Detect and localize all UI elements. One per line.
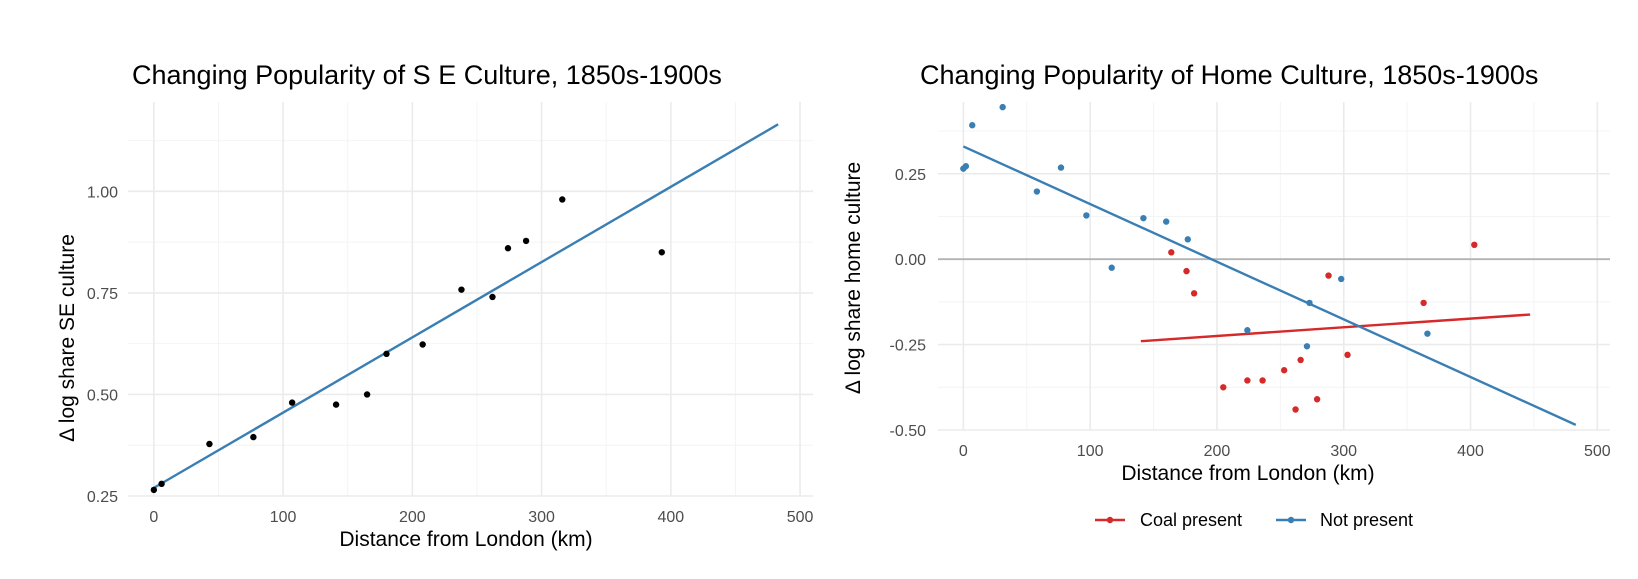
data-point-series (489, 293, 496, 301)
chart2-x-axis-label: Distance from London (km) (1121, 462, 1374, 485)
chart2-y-axis-label: Δ log share home culture (842, 162, 865, 394)
data-point-not-present (969, 122, 976, 129)
data-point-coal-present (1183, 267, 1190, 275)
y-tick-label: 0.75 (87, 286, 118, 303)
fit-line-not-present (962, 145, 1577, 426)
chart1-fit-lines (153, 123, 779, 489)
data-point-not-present (1163, 218, 1170, 225)
data-point-coal-present (1420, 299, 1427, 307)
chart2-points (960, 103, 1478, 413)
chart1-grid (128, 102, 813, 497)
data-point-not-present (1083, 212, 1090, 219)
data-point-not-present (1244, 327, 1251, 334)
x-tick-label: 400 (1457, 443, 1484, 460)
data-point-series (158, 480, 165, 488)
chart1-tick-labels: 0 100 200 300 400 500 0.25 0.50 0.75 1.00 (87, 184, 814, 526)
legend-dot-coal-present (1106, 516, 1114, 524)
data-point-series (206, 440, 213, 448)
data-point-series (522, 237, 530, 245)
data-point-series (250, 433, 257, 441)
legend-dot-not-present (1287, 516, 1295, 524)
data-point-not-present (1338, 275, 1345, 283)
chart1-y-axis-label: Δ log share SE culture (56, 234, 79, 442)
fit-line-series (153, 123, 779, 489)
data-point-coal-present (1244, 377, 1251, 384)
y-tick-label: 1.00 (87, 184, 118, 201)
chart-home-culture: Changing Popularity of Home Culture, 185… (842, 60, 1611, 530)
data-point-not-present (1424, 330, 1431, 337)
legend-item-not-present: Not present (1276, 510, 1413, 530)
data-point-coal-present (1259, 377, 1266, 384)
data-point-not-present (1140, 214, 1147, 222)
chart1-x-axis-label: Distance from London (km) (339, 528, 592, 551)
data-point-coal-present (1471, 241, 1478, 249)
data-point-not-present (999, 103, 1006, 111)
chart1-points (150, 196, 665, 494)
x-tick-label: 200 (1204, 443, 1231, 460)
chart2-title: Changing Popularity of Home Culture, 185… (920, 60, 1538, 90)
y-tick-label: -0.25 (890, 338, 927, 355)
x-tick-label: 500 (787, 509, 814, 526)
x-tick-label: 0 (149, 509, 158, 526)
data-point-series (288, 399, 296, 406)
chart2-grid (938, 102, 1610, 431)
y-tick-label: 0.00 (895, 252, 926, 269)
data-point-series (150, 486, 158, 494)
chart-se-culture: Changing Popularity of S E Culture, 1850… (56, 60, 814, 551)
x-tick-label: 100 (270, 509, 297, 526)
data-point-coal-present (1344, 351, 1351, 359)
data-point-not-present (1303, 343, 1311, 350)
data-point-not-present (1057, 164, 1065, 171)
data-point-not-present (1184, 236, 1191, 243)
x-tick-label: 200 (399, 509, 426, 526)
data-point-coal-present (1313, 396, 1321, 403)
data-point-not-present (1306, 299, 1313, 307)
data-point-coal-present (1292, 406, 1299, 413)
data-point-series (383, 350, 390, 358)
y-tick-label: 0.50 (87, 387, 118, 404)
chart2-tick-labels: 0 100 200 300 400 500 0.25 0.00 -0.25 -0.50 (890, 167, 1611, 460)
data-point-not-present (1033, 188, 1041, 195)
x-tick-label: 400 (657, 509, 684, 526)
legend-item-coal-present: Coal present (1095, 510, 1242, 530)
data-point-series (419, 341, 426, 348)
data-point-series (658, 249, 665, 256)
x-tick-label: 0 (959, 443, 968, 460)
data-point-coal-present (1220, 384, 1227, 391)
data-point-series (504, 245, 512, 252)
y-tick-label: -0.50 (890, 423, 927, 440)
data-point-series (458, 286, 465, 293)
x-tick-label: 100 (1077, 443, 1104, 460)
data-point-coal-present (1190, 290, 1198, 297)
chart1-title: Changing Popularity of S E Culture, 1850… (132, 60, 722, 90)
x-tick-label: 300 (528, 509, 555, 526)
data-point-coal-present (1280, 367, 1288, 374)
legend-label-coal-present: Coal present (1140, 510, 1242, 530)
data-point-series (363, 391, 371, 398)
x-tick-label: 500 (1584, 443, 1611, 460)
data-point-coal-present (1325, 272, 1332, 279)
data-point-series (332, 401, 340, 408)
legend-label-not-present: Not present (1320, 510, 1413, 530)
chart2-legend: Coal present Not present (1095, 510, 1413, 530)
data-point-coal-present (1297, 356, 1304, 364)
fit-line-coal-present (1140, 313, 1531, 343)
chart2-fit-lines (938, 145, 1610, 426)
y-tick-label: 0.25 (895, 167, 926, 184)
x-tick-label: 300 (1330, 443, 1357, 460)
data-point-not-present (1108, 264, 1115, 271)
data-point-series (559, 196, 566, 203)
data-point-not-present (962, 163, 970, 170)
data-point-coal-present (1168, 249, 1175, 256)
y-tick-label: 0.25 (87, 489, 118, 506)
